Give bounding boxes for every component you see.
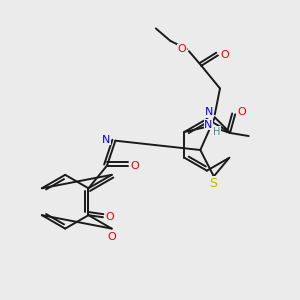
Text: N: N [204,107,213,117]
Text: N: N [204,120,212,130]
Text: O: O [237,107,246,117]
Text: O: O [130,160,140,170]
Text: S: S [209,177,217,190]
Text: N: N [102,135,110,145]
Text: O: O [106,212,115,222]
Text: O: O [221,50,230,60]
Text: H: H [213,127,220,137]
Text: O: O [177,44,186,54]
Text: O: O [107,232,116,242]
